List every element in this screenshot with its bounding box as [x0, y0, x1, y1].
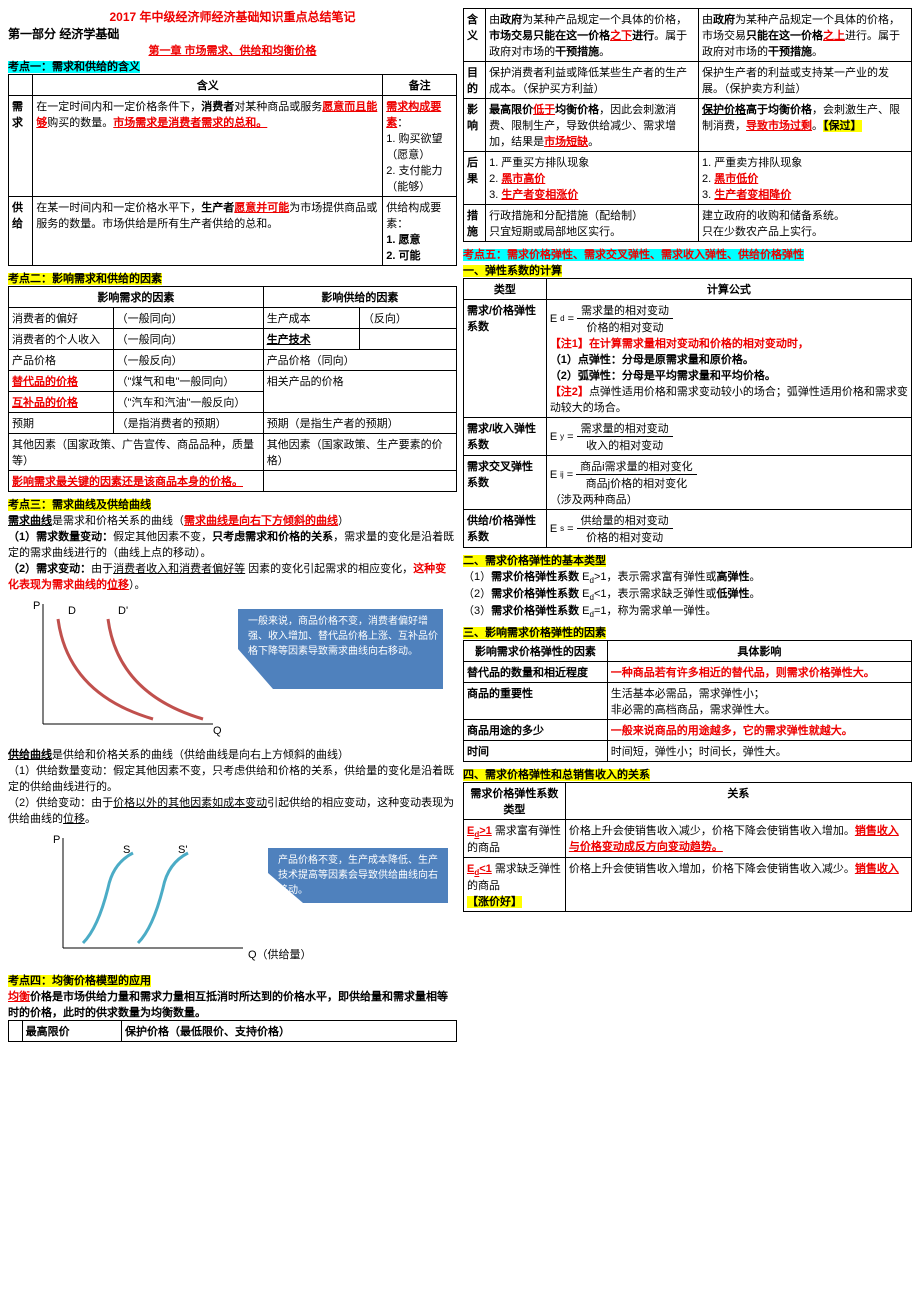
svg-text:D': D': [118, 605, 128, 617]
table-kp4-body: 含义 由政府为某种产品规定一个具体的价格，市场交易只能在这一价格之下进行。属于政…: [463, 8, 912, 242]
supply-text: 供给曲线是供给和价格关系的曲线（供给曲线是向右上方倾斜的曲线） （1）供给数量变…: [8, 746, 457, 826]
table-s54: 需求价格弹性系数类型关系 Ed>1 需求富有弹性的商品 价格上升会使销售收入减少…: [463, 782, 912, 912]
kp3-heading: 考点三：需求曲线及供给曲线: [8, 496, 457, 512]
kp5-heading: 考点五：需求价格弹性、需求交叉弹性、需求收入弹性、供给价格弹性: [463, 246, 912, 262]
demand-curve-diagram: PQ DD' 一般来说，商品价格不变，消费者偏好增强、收入增加、替代品价格上涨、…: [13, 594, 453, 744]
kp1-heading: 考点一：需求和供给的含义: [8, 58, 457, 74]
kp3-text: 需求曲线是需求和价格关系的曲线（需求曲线是向右下方倾斜的曲线） （1）需求数量变…: [8, 512, 457, 592]
table-kp2: 影响需求的因素影响供给的因素 消费者的偏好（一般同向）生产成本（反向） 消费者的…: [8, 286, 457, 492]
s51-heading: 一、弹性系数的计算: [463, 262, 912, 278]
svg-text:Q（供给量）: Q（供给量）: [248, 947, 312, 961]
svg-text:Q: Q: [213, 725, 222, 737]
svg-text:P: P: [33, 600, 40, 612]
part-title: 第一部分 经济学基础: [8, 25, 457, 42]
table-s53: 影响需求价格弹性的因素具体影响 替代品的数量和相近程度一种商品若有许多相近的替代…: [463, 640, 912, 762]
s52-text: （1）需求价格弹性系数 Ed>1，表示需求富有弹性或高弹性。 （2）需求价格弹性…: [463, 568, 912, 620]
table-kp4-head: 最高限价保护价格（最低限价、支持价格）: [8, 1020, 457, 1042]
table-elasticity: 类型计算公式 需求/价格弹性系数 Ed=需求量的相对变动价格的相对变动 【注1】…: [463, 278, 912, 548]
s54-heading: 四、需求价格弹性和总销售收入的关系: [463, 766, 912, 782]
table-kp1: 含义备注 需求 在一定时间内和一定价格条件下，消费者对某种商品或服务愿意而且能够…: [8, 74, 457, 266]
kp2-heading: 考点二：影响需求和供给的因素: [8, 270, 457, 286]
chapter-title: 第一章 市场需求、供给和均衡价格: [8, 42, 457, 58]
doc-title: 2017 年中级经济师经济基础知识重点总结笔记: [8, 8, 457, 25]
svg-text:P: P: [53, 834, 60, 846]
supply-curve-diagram: PQ（供给量） SS' 产品价格不变，生产成本降低、生产技术提高等因素会导致供给…: [13, 828, 453, 968]
svg-text:D: D: [68, 605, 76, 617]
kp4-heading: 考点四：均衡价格模型的应用: [8, 972, 457, 988]
s53-heading: 三、影响需求价格弹性的因素: [463, 624, 912, 640]
s52-heading: 二、需求价格弹性的基本类型: [463, 552, 912, 568]
kp4-text: 均衡价格是市场供给力量和需求力量相互抵消时所达到的价格水平，即供给量和需求量相等…: [8, 988, 457, 1020]
